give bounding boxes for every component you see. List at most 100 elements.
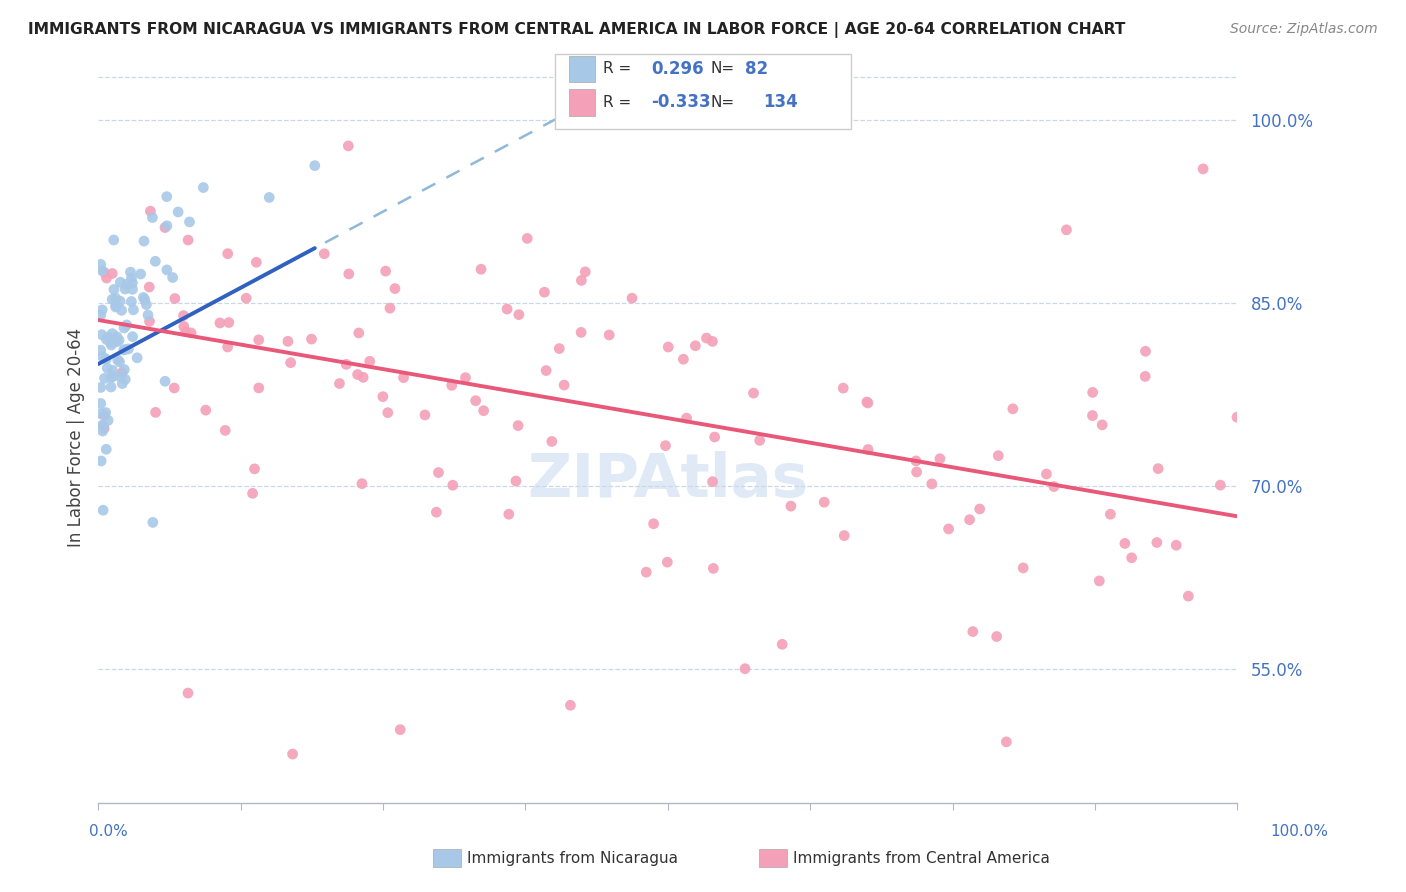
Point xyxy=(654,439,676,453)
Point xyxy=(702,561,724,575)
Point xyxy=(516,231,538,245)
Point xyxy=(167,205,190,219)
Point xyxy=(832,381,855,395)
Point xyxy=(101,293,124,307)
Point xyxy=(304,159,326,173)
Text: R =: R = xyxy=(603,95,631,110)
Point xyxy=(93,419,115,434)
Point xyxy=(337,139,360,153)
Point xyxy=(110,303,132,318)
Point xyxy=(571,273,593,287)
Point xyxy=(120,294,142,309)
Point xyxy=(553,378,575,392)
Point xyxy=(921,476,943,491)
Point xyxy=(108,333,131,347)
Point xyxy=(156,189,179,203)
Point xyxy=(1091,417,1114,432)
Point xyxy=(163,381,186,395)
Point xyxy=(111,376,134,391)
Point xyxy=(108,294,131,309)
Point xyxy=(508,308,530,322)
Point xyxy=(328,376,350,391)
Point xyxy=(1099,507,1122,521)
Point xyxy=(122,302,145,317)
Point xyxy=(208,316,231,330)
Point xyxy=(702,334,724,349)
Point xyxy=(1035,467,1057,481)
Text: Immigrants from Central America: Immigrants from Central America xyxy=(793,851,1050,865)
Point xyxy=(464,393,486,408)
Point xyxy=(162,270,184,285)
Point xyxy=(174,325,197,339)
Point xyxy=(657,555,679,569)
Point xyxy=(112,321,135,335)
Point xyxy=(350,476,373,491)
Point xyxy=(425,505,447,519)
Point xyxy=(114,372,136,386)
Point xyxy=(91,503,114,517)
Point xyxy=(93,409,115,423)
Point xyxy=(90,257,112,271)
Point xyxy=(962,624,984,639)
Point xyxy=(1088,574,1111,588)
Point xyxy=(132,234,155,248)
Point xyxy=(1177,589,1199,603)
Point xyxy=(703,430,725,444)
Point xyxy=(929,451,952,466)
Point xyxy=(100,370,122,384)
Point xyxy=(1135,344,1157,359)
Point xyxy=(103,233,125,247)
Point xyxy=(1209,478,1232,492)
Y-axis label: In Labor Force | Age 20-64: In Labor Force | Age 20-64 xyxy=(66,327,84,547)
Point xyxy=(156,263,179,277)
Point xyxy=(1146,535,1168,549)
Point xyxy=(129,267,152,281)
Text: N=: N= xyxy=(710,95,734,110)
Point xyxy=(247,381,270,395)
Point xyxy=(142,516,165,530)
Point xyxy=(986,630,1008,644)
Point xyxy=(496,302,519,317)
Point xyxy=(115,318,138,332)
Text: 100.0%: 100.0% xyxy=(1271,824,1329,838)
Text: IMMIGRANTS FROM NICARAGUA VS IMMIGRANTS FROM CENTRAL AMERICA IN LABOR FORCE | AG: IMMIGRANTS FROM NICARAGUA VS IMMIGRANTS … xyxy=(28,22,1125,38)
Point xyxy=(1043,479,1066,493)
Point xyxy=(569,326,592,340)
Point xyxy=(91,302,114,317)
Point xyxy=(91,417,114,432)
Point xyxy=(93,265,115,279)
Point xyxy=(101,363,124,377)
Point xyxy=(104,298,127,312)
Point xyxy=(90,407,112,421)
Point xyxy=(1054,223,1078,237)
Point xyxy=(108,355,131,369)
Point xyxy=(93,421,115,435)
Point xyxy=(112,343,135,357)
Point xyxy=(498,507,520,521)
Point xyxy=(107,352,129,367)
Point xyxy=(377,406,399,420)
Point xyxy=(193,180,215,194)
Point xyxy=(145,254,167,268)
Text: 0.296: 0.296 xyxy=(651,60,703,78)
Point xyxy=(1081,409,1104,423)
Point xyxy=(1133,369,1156,384)
Point xyxy=(748,434,770,448)
Point xyxy=(96,361,118,376)
Point xyxy=(243,462,266,476)
Point xyxy=(139,204,162,219)
Point xyxy=(134,293,156,307)
Point xyxy=(136,308,159,322)
Point xyxy=(90,343,112,358)
Point xyxy=(346,368,368,382)
Text: 0.0%: 0.0% xyxy=(89,824,128,838)
Point xyxy=(101,267,124,281)
Point xyxy=(90,327,112,342)
Point xyxy=(156,219,179,233)
Point xyxy=(657,340,679,354)
Point xyxy=(675,411,697,425)
Point xyxy=(153,374,176,388)
Point xyxy=(121,329,143,343)
Point xyxy=(247,333,270,347)
Text: Immigrants from Nicaragua: Immigrants from Nicaragua xyxy=(467,851,678,865)
